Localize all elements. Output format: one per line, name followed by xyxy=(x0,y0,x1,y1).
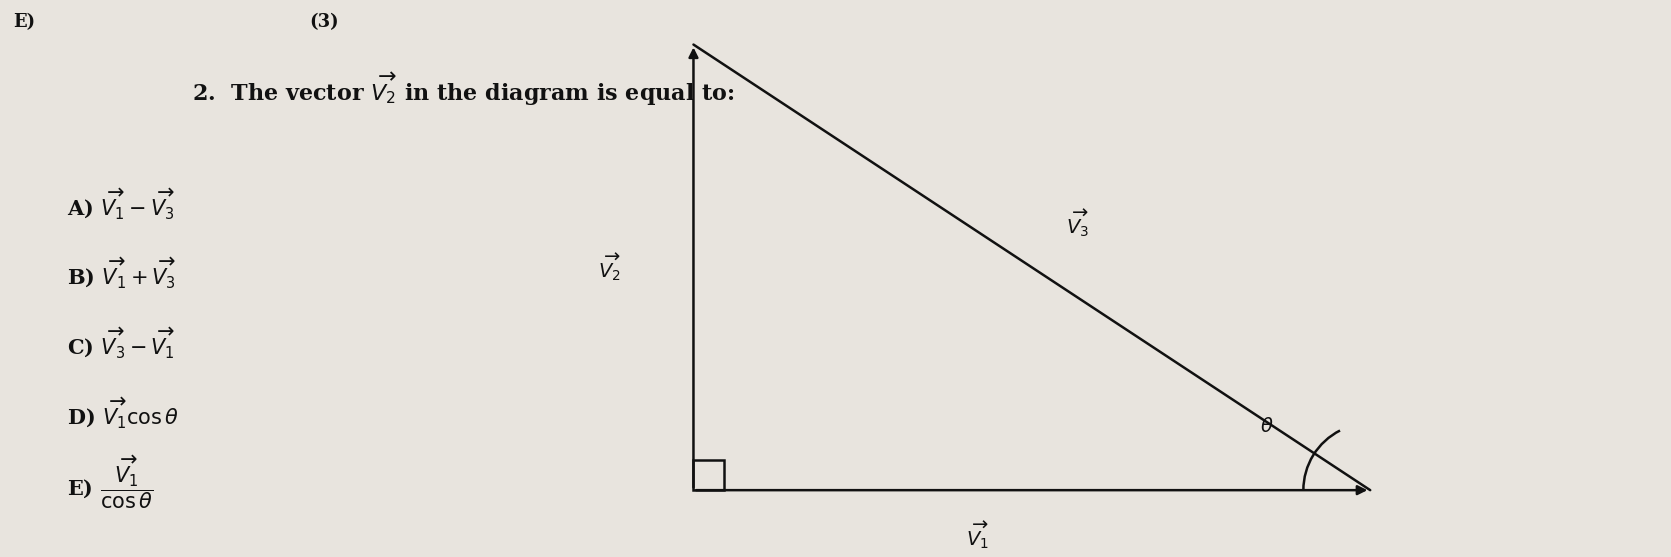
Text: $\overrightarrow{V_1}$: $\overrightarrow{V_1}$ xyxy=(966,519,989,551)
Text: E): E) xyxy=(13,13,35,31)
Text: D) $\overrightarrow{V_1}\cos\theta$: D) $\overrightarrow{V_1}\cos\theta$ xyxy=(67,395,179,429)
Text: A) $\overrightarrow{V_1} - \overrightarrow{V_3}$: A) $\overrightarrow{V_1} - \overrightarr… xyxy=(67,186,174,221)
Bar xyxy=(693,460,724,490)
Text: 2.  The vector $\overrightarrow{V_2}$ in the diagram is equal to:: 2. The vector $\overrightarrow{V_2}$ in … xyxy=(192,71,735,108)
Text: C) $\overrightarrow{V_3} - \overrightarrow{V_1}$: C) $\overrightarrow{V_3} - \overrightarr… xyxy=(67,325,175,360)
Text: $\theta$: $\theta$ xyxy=(1260,417,1273,436)
Text: $\overrightarrow{V_3}$: $\overrightarrow{V_3}$ xyxy=(1066,207,1089,239)
Text: $\overrightarrow{V_2}$: $\overrightarrow{V_2}$ xyxy=(598,251,622,284)
Text: B) $\overrightarrow{V_1} + \overrightarrow{V_3}$: B) $\overrightarrow{V_1} + \overrightarr… xyxy=(67,256,175,290)
Text: E) $\dfrac{\overrightarrow{V_1}}{\cos\theta}$: E) $\dfrac{\overrightarrow{V_1}}{\cos\th… xyxy=(67,453,154,511)
Text: (3): (3) xyxy=(309,13,339,31)
